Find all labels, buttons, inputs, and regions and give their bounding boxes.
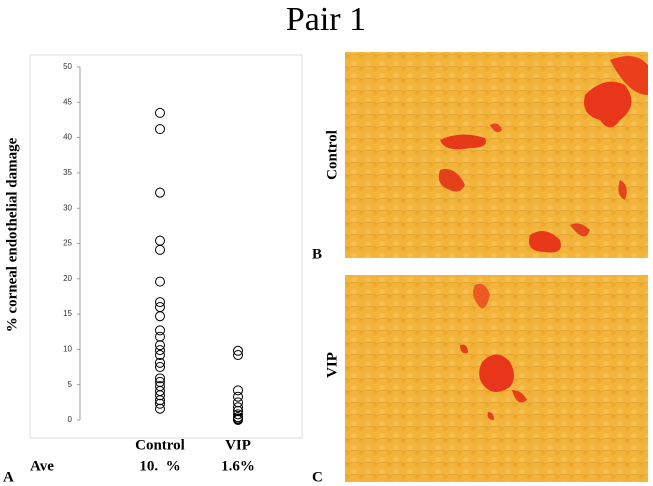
average-label: 10. % — [139, 458, 180, 474]
x-tick-label: VIP — [225, 437, 251, 453]
panel-label: C — [312, 469, 323, 485]
data-point — [155, 235, 165, 246]
data-point — [155, 244, 165, 255]
data-point — [233, 415, 243, 425]
y-tick-label: 45 — [63, 97, 72, 106]
y-tick-label: 40 — [63, 133, 72, 142]
data-point — [155, 403, 165, 414]
image-label: Control — [324, 130, 340, 180]
data-point — [155, 350, 165, 361]
data-point — [155, 311, 165, 322]
y-tick-label: 30 — [63, 203, 72, 212]
data-point — [155, 340, 165, 351]
data-point — [233, 345, 243, 356]
data-point — [233, 391, 243, 402]
y-tick-label: 20 — [63, 274, 72, 283]
data-point — [155, 276, 165, 287]
x-tick-label: Control — [135, 437, 185, 453]
data-point — [155, 357, 165, 368]
image-label: VIP — [324, 352, 340, 378]
data-point — [155, 390, 165, 401]
data-point — [155, 325, 165, 336]
y-tick-label: 50 — [63, 62, 72, 71]
data-point — [155, 373, 165, 384]
panel-label: A — [3, 469, 14, 485]
y-tick-label: 25 — [63, 239, 72, 248]
data-point — [155, 398, 165, 409]
data-point — [155, 297, 165, 308]
data-point — [155, 395, 165, 406]
data-point — [155, 107, 165, 118]
y-tick-label: 0 — [68, 415, 73, 424]
data-point — [233, 350, 243, 361]
image-panel-b — [345, 52, 648, 258]
data-point — [233, 409, 243, 420]
plot-frame — [29, 54, 303, 439]
average-title: Ave — [30, 458, 54, 474]
image-panel-c — [345, 275, 648, 482]
data-point — [155, 187, 165, 198]
data-point — [233, 402, 243, 413]
figure-title: Pair 1 — [286, 1, 366, 38]
average-label: 1.6% — [221, 458, 255, 474]
data-point — [155, 331, 165, 342]
y-tick-label: 35 — [63, 168, 72, 177]
y-axis-label: % corneal endothelial damage — [4, 137, 20, 332]
data-point — [233, 385, 243, 396]
data-point — [155, 362, 165, 373]
y-tick-label: 5 — [68, 380, 73, 389]
data-point — [233, 397, 243, 408]
y-tick-label: 10 — [63, 345, 72, 354]
y-tick-label: 15 — [63, 309, 72, 318]
data-point — [155, 124, 165, 135]
panel-label: B — [312, 246, 322, 262]
data-point — [155, 345, 165, 356]
